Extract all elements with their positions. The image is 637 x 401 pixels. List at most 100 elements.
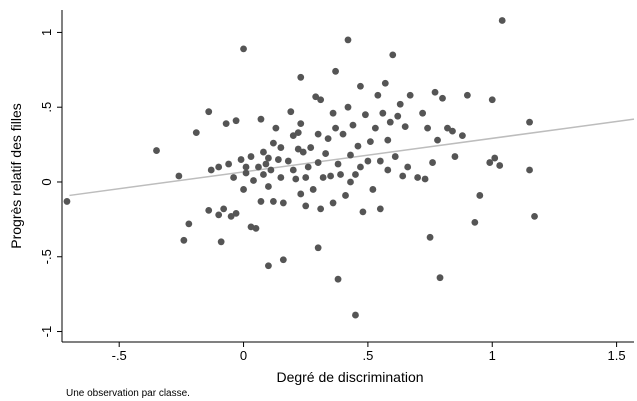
data-point — [242, 163, 250, 171]
data-point — [352, 311, 359, 319]
data-point — [366, 138, 374, 146]
data-point — [294, 129, 302, 137]
data-point — [265, 154, 272, 162]
data-point — [252, 224, 260, 232]
data-point — [297, 73, 305, 81]
data-point — [180, 236, 188, 244]
data-point — [260, 171, 267, 178]
data-point — [262, 160, 270, 168]
data-point — [369, 186, 377, 193]
data-point — [267, 166, 275, 174]
data-point — [394, 112, 402, 120]
data-point — [232, 209, 240, 217]
data-point — [337, 171, 344, 178]
data-point — [260, 148, 267, 156]
data-point — [531, 212, 538, 220]
data-point — [396, 100, 404, 108]
data-point — [312, 93, 320, 101]
data-point — [352, 171, 359, 178]
plot-area — [62, 10, 634, 342]
data-point — [314, 130, 322, 138]
y-tick-label: 1 — [39, 29, 54, 36]
x-tick-label: 1.5 — [608, 348, 626, 363]
data-point — [344, 103, 352, 111]
data-point — [463, 91, 471, 99]
data-point — [222, 120, 230, 128]
data-point — [304, 163, 312, 171]
data-point — [476, 192, 484, 199]
data-point — [299, 148, 307, 156]
y-tick-label: .5 — [39, 102, 54, 113]
points-layer — [63, 17, 538, 319]
data-point — [421, 175, 429, 183]
data-point — [342, 192, 349, 199]
data-point — [302, 202, 310, 210]
data-point — [434, 136, 441, 144]
data-point — [347, 151, 354, 159]
data-point — [292, 175, 300, 183]
y-tick-label: -1 — [39, 326, 54, 338]
data-point — [339, 130, 347, 138]
data-point — [526, 166, 533, 174]
data-point — [257, 115, 265, 123]
data-point — [192, 129, 200, 137]
data-point — [277, 144, 285, 151]
y-tick-label: -.5 — [39, 249, 54, 264]
data-point — [354, 142, 362, 150]
data-point — [232, 117, 240, 125]
data-point — [386, 118, 394, 126]
data-point — [317, 205, 325, 213]
data-point — [486, 159, 494, 166]
data-point — [220, 205, 228, 213]
data-point — [265, 183, 272, 190]
data-point — [344, 36, 352, 44]
y-ticks: -1 -.5 0 .5 1 — [39, 29, 62, 337]
data-point — [429, 159, 436, 166]
data-point — [371, 124, 379, 132]
data-point — [431, 88, 439, 96]
data-point — [314, 159, 322, 166]
data-point — [359, 208, 367, 216]
data-point — [451, 153, 459, 160]
data-point — [391, 153, 399, 160]
y-axis-title: Progrès relatif des filles — [8, 103, 24, 249]
data-point — [274, 156, 282, 163]
data-point — [424, 124, 431, 132]
data-point — [471, 218, 479, 226]
data-point — [332, 67, 339, 75]
x-tick-label: 1 — [489, 348, 496, 363]
data-point — [384, 166, 392, 174]
data-point — [362, 111, 369, 119]
data-point — [459, 132, 466, 140]
x-tick-label: .5 — [362, 348, 373, 363]
data-point — [498, 17, 506, 24]
data-point — [215, 163, 223, 171]
data-point — [496, 162, 504, 169]
data-point — [439, 94, 446, 102]
data-point — [414, 174, 422, 181]
data-point — [289, 132, 297, 140]
data-point — [269, 198, 277, 205]
data-point — [215, 211, 223, 219]
data-point — [314, 244, 322, 252]
data-point — [376, 157, 384, 165]
data-point — [297, 190, 305, 198]
data-point — [240, 45, 247, 53]
data-point — [426, 233, 434, 241]
data-point — [381, 79, 389, 87]
data-point — [488, 96, 496, 104]
data-point — [247, 153, 255, 160]
data-point — [297, 120, 305, 128]
data-point — [265, 262, 272, 270]
data-point — [374, 91, 382, 99]
data-point — [225, 160, 233, 168]
data-point — [185, 220, 193, 228]
data-point — [332, 124, 339, 132]
data-point — [349, 121, 357, 129]
data-point — [399, 172, 407, 180]
x-tick-label: -.5 — [112, 348, 127, 363]
x-ticks: -.5 0 .5 1 1.5 — [112, 342, 626, 363]
data-point — [205, 108, 213, 116]
data-point — [327, 172, 334, 180]
data-point — [317, 96, 325, 104]
